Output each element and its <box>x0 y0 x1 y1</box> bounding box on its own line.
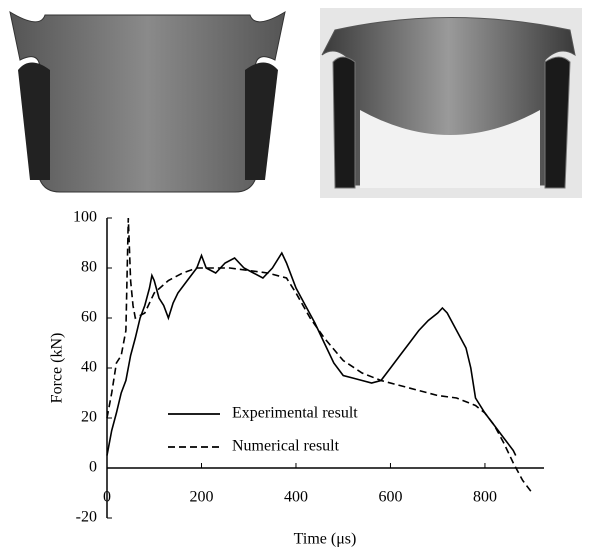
y-tick-label: 40 <box>81 359 97 376</box>
y-tick-label: -20 <box>76 509 97 526</box>
y-tick-label: 60 <box>81 309 97 326</box>
series-line <box>106 251 517 456</box>
y-tick-label: 80 <box>81 259 97 276</box>
x-tick-label: 0 <box>103 489 111 506</box>
series-line <box>106 217 533 494</box>
simulation-image <box>9 10 286 193</box>
y-tick-label: 100 <box>73 209 97 226</box>
x-tick-label: 600 <box>378 489 402 506</box>
x-tick-label: 200 <box>189 489 213 506</box>
x-axis-label: Time (μs) <box>294 531 357 548</box>
x-tick-label: 800 <box>473 489 497 506</box>
legend-label: Numerical result <box>232 438 340 455</box>
y-tick-label: 20 <box>81 409 97 426</box>
legend-label: Experimental result <box>232 405 358 422</box>
y-tick-label: 0 <box>89 459 97 476</box>
x-tick-label: 400 <box>284 489 308 506</box>
photo-image <box>320 8 582 198</box>
y-axis-label: Force (kN) <box>49 333 66 404</box>
